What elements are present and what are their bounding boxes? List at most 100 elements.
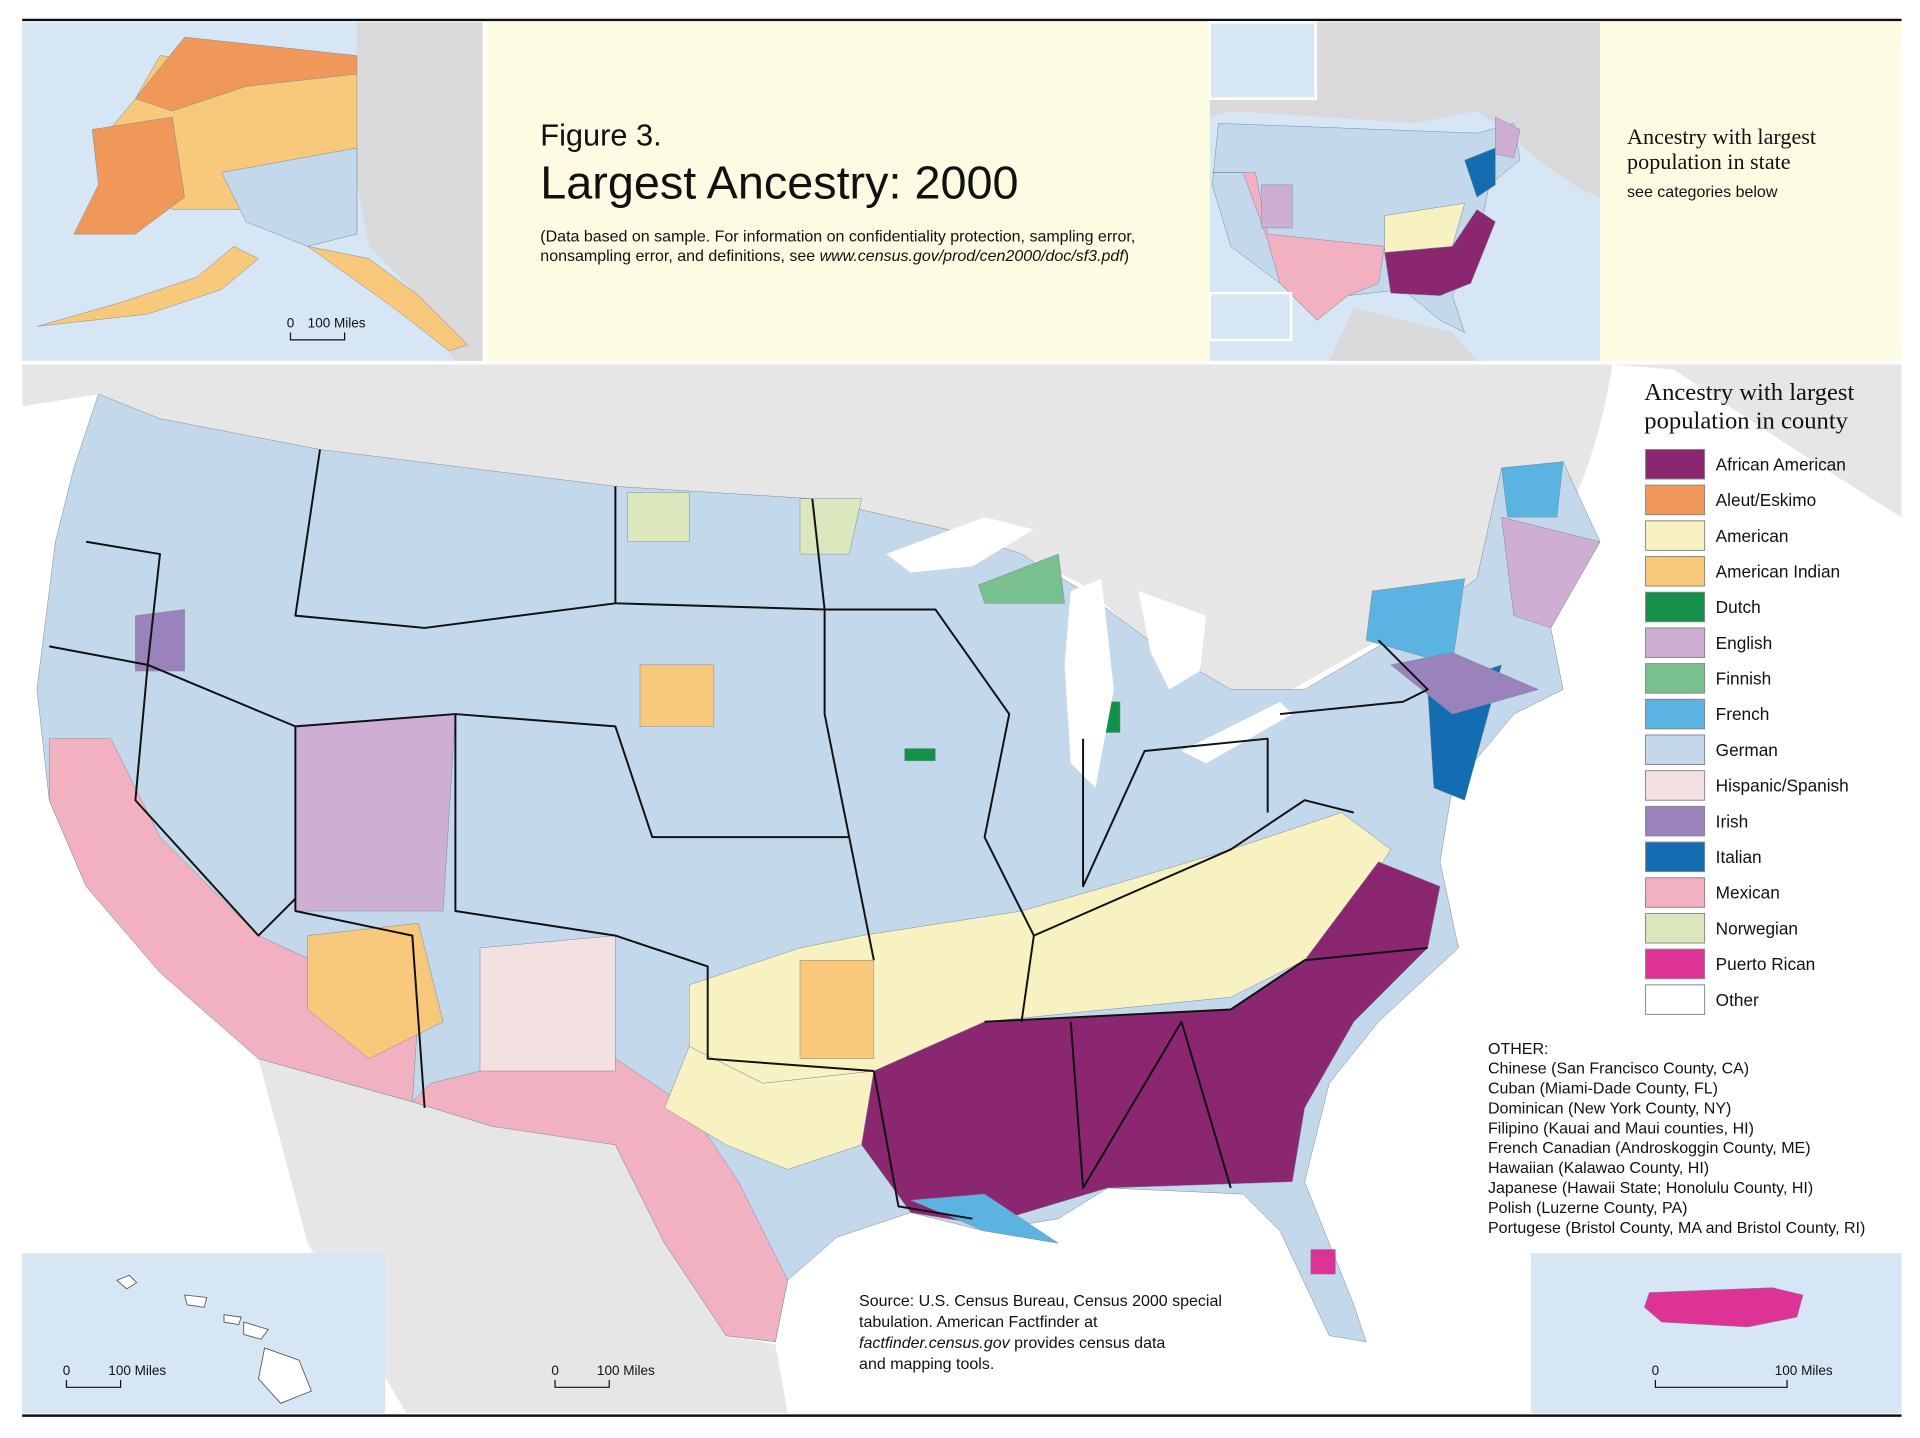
source-text: and mapping tools. — [859, 1356, 994, 1373]
region-dutch-ia — [904, 748, 936, 762]
legend-swatch — [1645, 734, 1706, 766]
inset-sea — [1531, 1253, 1902, 1414]
region-norwegian-nd — [627, 492, 690, 543]
state-line — [872, 1070, 973, 1220]
scale-label: 100 Miles — [108, 1363, 166, 1378]
note-text: nonsampling error, and definitions, see — [540, 248, 819, 265]
legend-swatch — [1645, 627, 1706, 658]
mexico-land — [1329, 307, 1477, 361]
state-english-ne — [1495, 116, 1521, 159]
legend-swatch — [1645, 663, 1706, 694]
legend-swatch — [1645, 877, 1706, 908]
legend-swatch — [1645, 948, 1706, 980]
scale-zero: 0 — [1652, 1363, 1660, 1378]
state-line — [134, 664, 297, 937]
region-american-indian-sd — [639, 664, 715, 727]
state-inset-title: Ancestry with largest — [1627, 124, 1817, 149]
region-american-indian-ok — [799, 959, 875, 1059]
legend-swatch — [1645, 520, 1706, 551]
scale-zero: 0 — [551, 1363, 559, 1378]
legend-swatch — [1645, 770, 1706, 801]
lake-huron — [1138, 591, 1207, 690]
alaska-west — [73, 116, 185, 235]
legend-title: Ancestry with largest — [1644, 379, 1854, 406]
hawaii-mini — [1208, 291, 1293, 342]
inset-sea — [22, 1253, 386, 1414]
other-item: Dominican (New York County, NY) — [1488, 1100, 1731, 1117]
legend-label: Hispanic/Spanish — [1716, 776, 1849, 796]
legend-title: population in county — [1644, 408, 1848, 435]
state-line — [49, 540, 161, 666]
state-inset-subtitle: see categories below — [1627, 184, 1778, 201]
region-hispanic — [479, 935, 616, 1072]
region-irish-id — [135, 609, 185, 672]
legend: African American Aleut/Eskimo American Amer… — [1645, 448, 1849, 1015]
state-line — [984, 946, 1428, 1023]
mexico-land — [258, 1058, 788, 1414]
main-map — [22, 364, 1902, 1414]
alaska-east — [221, 147, 358, 247]
state-line — [454, 714, 874, 1072]
hawaii-inset — [22, 1253, 386, 1414]
other-item: Cuban (Miami-Dade County, FL) — [1488, 1080, 1718, 1097]
state-line — [294, 449, 617, 629]
legend-label: Finnish — [1716, 669, 1772, 689]
state-line — [1033, 799, 1355, 937]
note-url: www.census.gov/prod/cen2000/doc/sf3.pdf — [820, 248, 1126, 265]
source-text: factfinder.census.gov provides census da… — [859, 1335, 1165, 1352]
state-line — [1082, 737, 1269, 888]
lake-superior — [886, 517, 1034, 573]
region-english-utah — [295, 713, 456, 912]
other-title: OTHER: — [1488, 1041, 1548, 1058]
scale-bar — [554, 1379, 610, 1388]
region-puerto-rican — [1310, 1249, 1336, 1275]
note: nonsampling error, and definitions, see … — [540, 248, 1129, 265]
region-american-indian-sw — [307, 923, 444, 1059]
alaska-mini — [1208, 21, 1317, 100]
legend-label: Italian — [1716, 847, 1762, 867]
state-line — [1279, 639, 1429, 716]
puerto-rico-inset — [1531, 1253, 1902, 1414]
state-line — [147, 663, 850, 839]
legend-swatch — [1645, 912, 1706, 944]
legend-swatch — [1645, 841, 1706, 873]
scale-label: 100 Miles — [1775, 1363, 1833, 1378]
state-line — [615, 602, 875, 961]
other-item: Portugese (Bristol County, MA and Bristo… — [1488, 1220, 1865, 1237]
state-inset-title: population in state — [1627, 149, 1791, 174]
legend-label: English — [1716, 633, 1772, 653]
scale-zero: 0 — [63, 1363, 71, 1378]
lake-erie — [1181, 701, 1293, 764]
region-finnish — [978, 553, 1065, 604]
other-item: Japanese (Hawaii State; Honolulu County,… — [1488, 1180, 1813, 1197]
source-url: factfinder.census.gov — [859, 1335, 1011, 1352]
region-irish-ne — [1390, 652, 1540, 715]
legend-label: Dutch — [1716, 597, 1761, 617]
puerto-rico — [1644, 1287, 1804, 1328]
state-inset: Ancestry with largest population in stat… — [1208, 21, 1817, 361]
note: (Data based on sample. For information o… — [540, 228, 1135, 245]
figure-number: Figure 3. — [540, 117, 661, 152]
region-american-texas — [664, 1046, 875, 1170]
hawaii-islands — [116, 1274, 312, 1404]
legend-swatch — [1645, 805, 1706, 837]
legend-swatch — [1645, 591, 1706, 623]
other-item: Hawaiian (Kalawao County, HI) — [1488, 1160, 1709, 1177]
state-english — [1261, 184, 1293, 229]
legend-label: American Indian — [1716, 561, 1840, 581]
other-list: OTHER: Chinese (San Francisco County, CA)… — [1488, 1041, 1865, 1237]
scale-label: 100 Miles — [597, 1363, 655, 1378]
source-text: tabulation. American Factfinder at — [859, 1314, 1098, 1331]
legend-swatch — [1645, 698, 1706, 730]
legend-label: Aleut/Eskimo — [1716, 490, 1816, 510]
scale-bar — [289, 332, 346, 341]
alaska-peninsula — [36, 246, 259, 327]
alaska-panhandle — [307, 246, 469, 352]
state-african-american — [1384, 209, 1496, 296]
canada-land — [356, 22, 483, 361]
legend-label: American — [1716, 526, 1789, 546]
legend-swatch — [1645, 984, 1706, 1015]
legend-label: French — [1716, 704, 1770, 724]
region-french-la — [910, 1193, 1059, 1244]
